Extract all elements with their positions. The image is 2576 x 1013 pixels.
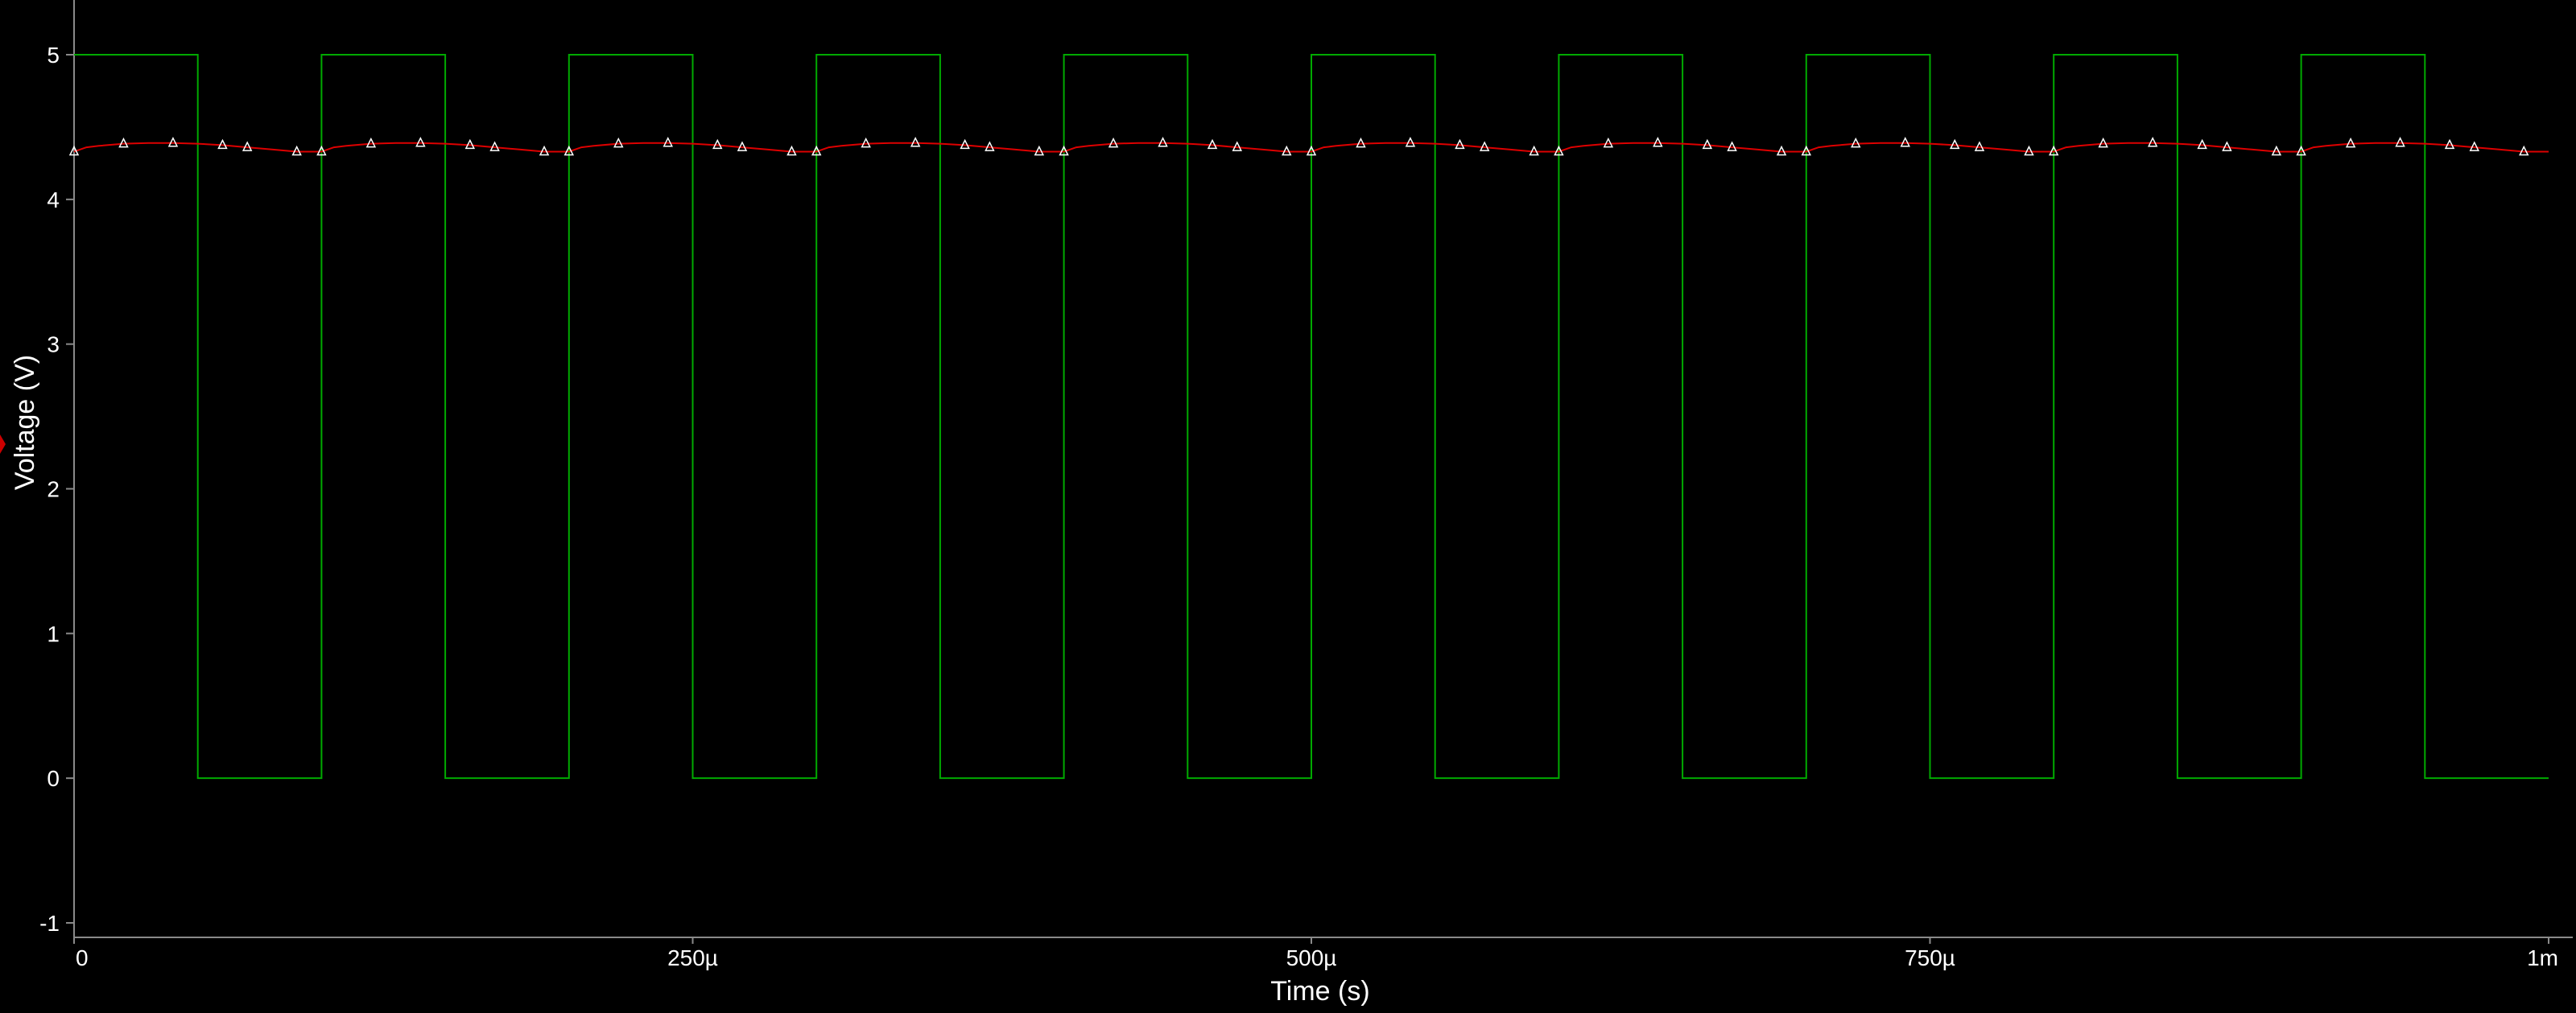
triangle-marker bbox=[2519, 145, 2529, 156]
triangle-marker bbox=[1306, 145, 1317, 156]
triangle-marker bbox=[2147, 137, 2158, 147]
triangle-marker bbox=[1900, 137, 1910, 147]
triangle-marker bbox=[613, 137, 624, 148]
triangle-marker bbox=[1405, 137, 1416, 147]
triangle-marker bbox=[1059, 145, 1069, 156]
triangle-marker bbox=[1950, 138, 1960, 150]
triangle-marker bbox=[663, 137, 673, 147]
triangle-marker bbox=[1356, 137, 1366, 148]
x-axis-title: Time (s) bbox=[1270, 976, 1369, 1007]
triangle-marker bbox=[242, 141, 253, 151]
series bbox=[73, 54, 2549, 780]
triangle-marker bbox=[2395, 137, 2405, 147]
triangle-marker bbox=[861, 137, 871, 148]
triangle-marker bbox=[539, 145, 550, 156]
cursor-marker-icon[interactable] bbox=[0, 434, 6, 454]
triangle-marker bbox=[1529, 145, 1539, 156]
triangle-marker bbox=[2444, 138, 2455, 150]
triangle-marker bbox=[1603, 137, 1614, 148]
triangle-marker bbox=[737, 141, 748, 151]
triangle-marker bbox=[1158, 137, 1168, 147]
triangle-marker bbox=[1974, 141, 1985, 151]
x-tick-label: 250µ bbox=[667, 945, 718, 970]
triangle-marker bbox=[291, 145, 302, 156]
triangle-marker bbox=[2024, 145, 2034, 156]
triangle-marker bbox=[1232, 141, 1242, 151]
triangle-marker bbox=[217, 138, 228, 150]
triangle-marker bbox=[1034, 145, 1045, 156]
triangle-marker bbox=[2048, 145, 2059, 156]
triangle-marker bbox=[415, 137, 426, 147]
series-output-line bbox=[73, 142, 2549, 153]
y-tick-label: 2 bbox=[47, 477, 60, 502]
triangle-marker bbox=[910, 137, 921, 147]
triangle-marker bbox=[1108, 137, 1119, 148]
x-tick-label: 500µ bbox=[1286, 945, 1337, 970]
triangle-marker bbox=[811, 145, 822, 156]
triangle-marker bbox=[985, 141, 995, 151]
triangle-marker bbox=[1801, 145, 1812, 156]
triangle-marker bbox=[2469, 141, 2479, 151]
series-square-wave-line bbox=[74, 54, 2549, 780]
axes bbox=[73, 0, 2573, 938]
triangle-marker bbox=[712, 138, 723, 150]
triangle-marker bbox=[68, 145, 80, 156]
triangle-marker bbox=[2197, 138, 2207, 150]
triangle-marker bbox=[786, 145, 797, 156]
triangle-marker bbox=[2271, 145, 2282, 156]
triangle-marker bbox=[316, 145, 327, 156]
triangle-marker bbox=[1207, 138, 1218, 150]
triangle-marker bbox=[2222, 141, 2232, 151]
y-axis-title: Voltage (V) bbox=[10, 355, 40, 490]
x-tick-label: 1m bbox=[2527, 945, 2558, 970]
triangle-marker bbox=[1282, 145, 1292, 156]
triangle-marker bbox=[365, 137, 377, 148]
triangle-marker bbox=[2098, 137, 2108, 148]
y-tick-label: 4 bbox=[47, 187, 60, 212]
y-tick-label: 0 bbox=[47, 766, 60, 791]
x-tick-label: 0 bbox=[76, 945, 89, 970]
y-tick-label: 1 bbox=[47, 621, 60, 646]
triangle-marker bbox=[1554, 145, 1564, 156]
triangle-marker bbox=[167, 137, 179, 147]
triangle-marker bbox=[2296, 145, 2306, 156]
triangle-marker bbox=[1702, 138, 1713, 150]
triangle-marker bbox=[1479, 141, 1490, 151]
triangle-marker bbox=[2345, 137, 2356, 148]
triangle-marker bbox=[118, 137, 129, 148]
triangle-marker bbox=[564, 145, 575, 156]
triangle-marker bbox=[1455, 138, 1465, 150]
triangle-marker bbox=[489, 141, 500, 151]
y-tick-label: 5 bbox=[47, 43, 60, 68]
markers bbox=[68, 137, 2529, 156]
triangle-marker bbox=[1851, 137, 1861, 148]
triangle-marker bbox=[1727, 141, 1737, 151]
y-tick-label: 3 bbox=[47, 332, 60, 357]
triangle-marker bbox=[960, 138, 970, 150]
triangle-marker bbox=[1776, 145, 1787, 156]
x-tick-label: 750µ bbox=[1905, 945, 1955, 970]
ticks: 5 4 3 2 1 0 -1 0 250µ 500µ 750µ 1m bbox=[39, 43, 2558, 970]
triangle-marker bbox=[1653, 137, 1663, 147]
y-tick-label: -1 bbox=[39, 911, 60, 936]
triangle-marker bbox=[464, 138, 476, 150]
